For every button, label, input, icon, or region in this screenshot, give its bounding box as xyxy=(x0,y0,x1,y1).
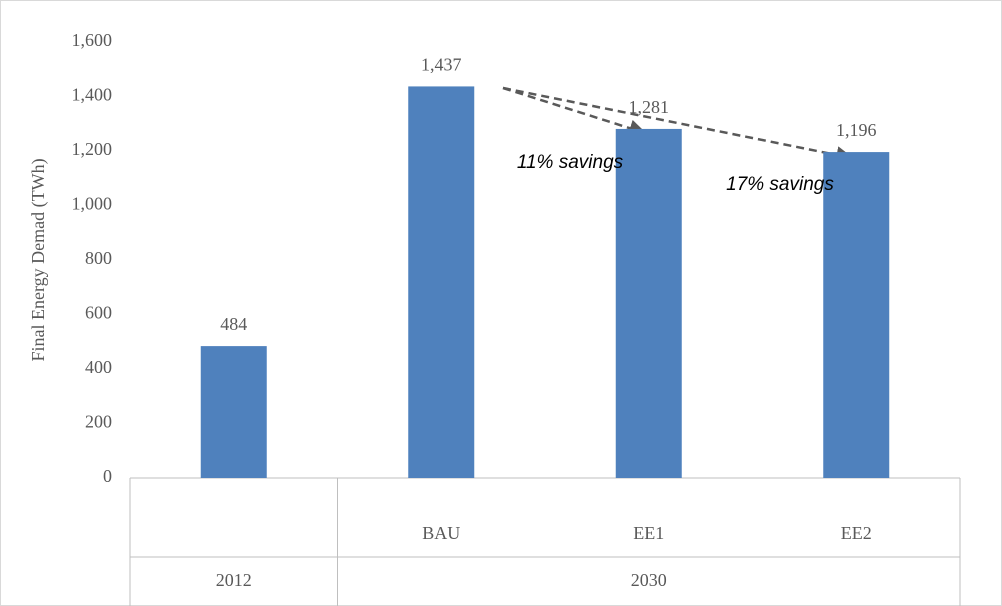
y-tick-label: 1,600 xyxy=(72,30,113,50)
y-axis-label: Final Energy Demad (TWh) xyxy=(28,158,49,361)
bar xyxy=(823,152,890,478)
value-label: 1,281 xyxy=(629,97,670,117)
y-tick-label: 1,400 xyxy=(72,85,113,105)
y-tick-label: 1,200 xyxy=(72,139,113,159)
y-tick-label: 400 xyxy=(85,357,112,377)
arrow xyxy=(502,86,647,137)
x-tick-label: EE2 xyxy=(841,523,872,543)
y-tick-label: 200 xyxy=(85,412,112,432)
x-tick-label: EE1 xyxy=(633,523,664,543)
value-label: 484 xyxy=(220,314,247,334)
x-tick-label: BAU xyxy=(422,523,460,543)
arrow xyxy=(502,86,854,164)
annotation: 17% savings xyxy=(726,174,834,195)
annotation: 11% savings xyxy=(517,152,624,173)
bar xyxy=(200,346,267,478)
y-tick-label: 0 xyxy=(103,466,112,486)
group-label: 2012 xyxy=(216,570,252,590)
y-tick-label: 600 xyxy=(85,303,112,323)
y-tick-label: 1,000 xyxy=(72,194,113,214)
value-label: 1,196 xyxy=(836,120,877,140)
bar xyxy=(615,128,682,479)
bar xyxy=(408,86,475,478)
value-label: 1,437 xyxy=(421,55,462,75)
y-tick-label: 800 xyxy=(85,248,112,268)
group-label: 2030 xyxy=(631,570,667,590)
